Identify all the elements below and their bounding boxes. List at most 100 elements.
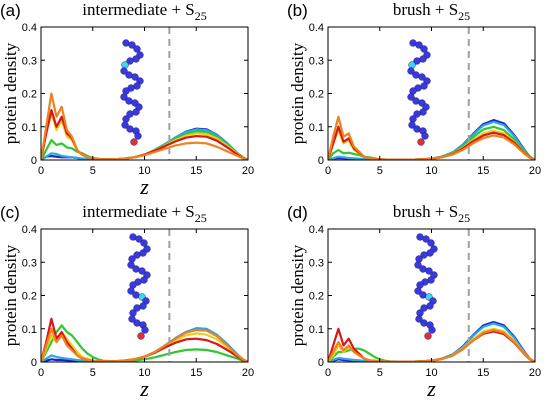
title-main: brush + S [393,0,458,19]
bead [121,121,129,129]
bead [138,267,146,275]
x-tick-label: 15 [190,165,202,177]
bead [120,93,128,101]
x-tick-label: 0 [38,165,44,177]
series-group [41,92,248,160]
y-tick-label: 0.1 [309,122,324,134]
bead [414,261,422,269]
x-tick-label: 0 [325,367,331,379]
bead [126,57,134,65]
bead [120,67,128,75]
x-tick-label: 5 [90,367,96,379]
panel-title: brush + S25 [393,0,470,23]
panel-c: (c) intermediate + S25 protein density z 0 5 1… [0,202,254,401]
title-main: intermediate + S [82,0,195,19]
title-main: intermediate + S [82,202,195,221]
x-tick-label: 15 [190,367,202,379]
bead [413,57,421,65]
series-line-5 [41,92,248,160]
y-tick-label: 0 [31,357,37,369]
bead-end [137,332,145,340]
x-tick-label: 10 [138,367,150,379]
bead-end [424,332,432,340]
panel-label: (a) [0,1,21,20]
bead [128,255,136,263]
panel-title: intermediate + S25 [82,0,207,23]
bead [121,61,129,69]
bead [416,309,424,317]
x-tick-label: 10 [425,367,437,379]
y-tick-label: 0.3 [22,55,37,67]
bead [407,93,415,101]
series-line-2 [328,125,535,160]
x-tick-label: 10 [425,165,437,177]
bead [407,67,415,75]
bead [141,326,149,334]
bead [140,239,148,247]
y-tick-label: 0 [318,357,324,369]
x-tick-label: 15 [477,165,489,177]
y-tick-label: 0.3 [309,55,324,67]
bead [415,255,423,263]
y-tick-label: 0.2 [309,89,324,101]
chain-molecule-d [414,233,438,340]
y-tick-label: 0.1 [309,324,324,336]
bead [427,239,435,247]
y-tick-label: 0.4 [22,224,37,236]
x-tick-label: 5 [377,367,383,379]
y-tick-label: 0.4 [309,224,324,236]
bead [131,73,139,81]
panel-label: (b) [287,1,308,20]
chain-molecule-a [120,39,144,146]
bead [415,41,423,49]
bead [422,235,430,243]
bead [421,132,429,140]
bead [425,267,433,275]
bead [127,287,135,295]
y-tick-label: 0.3 [22,257,37,269]
bead [122,115,130,123]
bead [127,261,135,269]
y-tick-label: 0 [31,155,37,167]
panel-label: (c) [0,203,20,222]
series-group [328,115,535,160]
x-axis-label: z [139,376,149,401]
title-subscript: 25 [458,211,470,225]
y-tick-label: 0.2 [22,89,37,101]
bead [418,73,426,81]
bead [428,326,436,334]
y-tick-label: 0.4 [309,22,324,34]
y-axis-label: protein density [288,244,307,346]
title-subscript: 25 [195,211,207,225]
y-tick-label: 0.4 [22,22,37,34]
bead [413,110,421,118]
bead [133,251,141,259]
y-tick-label: 0.3 [309,257,324,269]
series-line-5 [41,327,248,362]
y-axis-label: protein density [1,42,20,144]
y-tick-label: 0.1 [22,122,37,134]
x-tick-label: 20 [242,165,254,177]
bead [128,315,136,323]
bead [133,45,141,53]
y-axis-label: protein density [288,42,307,144]
title-subscript: 25 [458,9,470,23]
x-tick-label: 0 [325,165,331,177]
chain-molecule-c [127,233,151,340]
bead [133,304,141,312]
title-subscript: 25 [195,9,207,23]
bead [408,121,416,129]
bead [414,287,422,295]
y-axis-label: protein density [1,244,20,346]
panel-title: brush + S25 [393,202,470,225]
x-axis-label: z [426,376,436,401]
panel-label: (d) [287,203,308,222]
x-tick-label: 20 [529,165,541,177]
bead-end [130,138,138,146]
chain-molecule-b [407,39,431,146]
y-tick-label: 0.2 [22,291,37,303]
bead [128,41,136,49]
x-tick-label: 20 [242,367,254,379]
bead [129,309,137,317]
bead [134,132,142,140]
